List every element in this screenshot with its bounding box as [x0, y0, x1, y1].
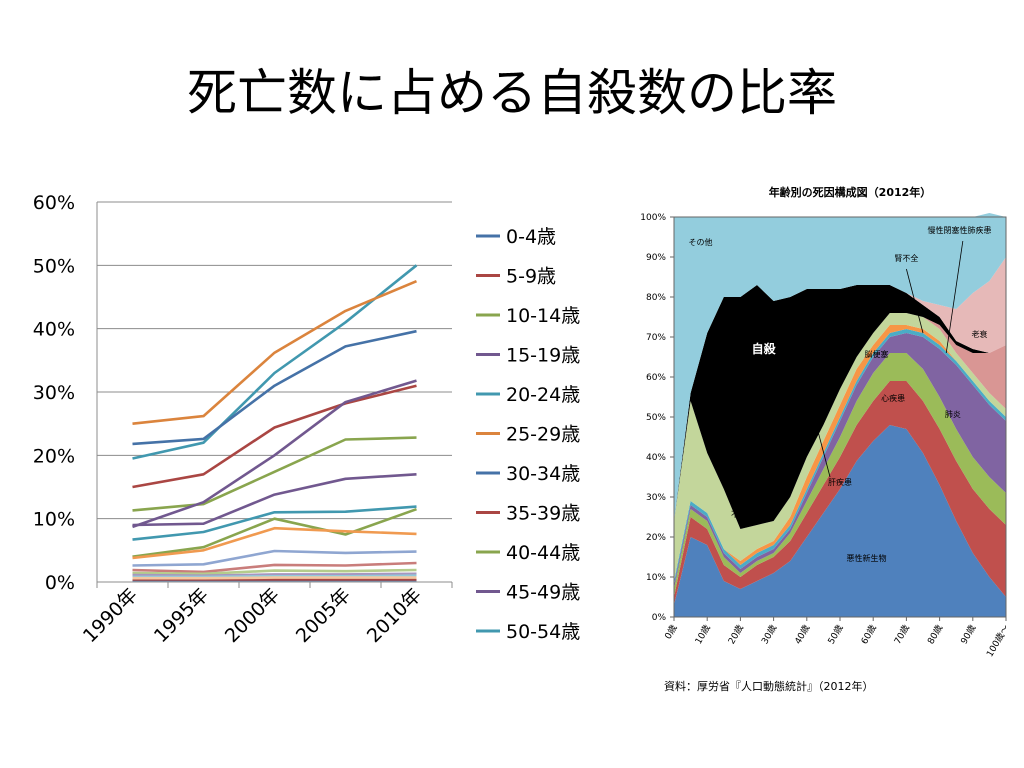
series-line	[132, 549, 417, 567]
y-tick-label: 80%	[646, 293, 666, 303]
area-layer	[674, 425, 1006, 617]
area-annotation: 慢性閉塞性肺疾患	[928, 225, 992, 235]
area-layer	[674, 285, 1006, 529]
series-line	[132, 280, 418, 425]
series-line	[132, 576, 417, 580]
x-tick-label: 80歳	[925, 623, 946, 647]
area-layer	[674, 381, 1006, 605]
annotation-pointer	[906, 268, 924, 334]
slide-title: 死亡数に占める自殺数の比率	[187, 64, 837, 122]
area-annotation: 不慮事故	[731, 509, 763, 519]
x-tick-label: 2005年	[292, 584, 355, 647]
legend-label: 10-14歳	[506, 305, 580, 327]
series-line	[132, 505, 417, 541]
annotation-pointer	[806, 388, 831, 478]
y-tick-label: 60%	[33, 192, 75, 214]
series-line	[132, 561, 417, 574]
area-annotation: 老衰	[971, 329, 987, 339]
x-tick-label: 1990年	[79, 584, 142, 647]
annotation-pointer	[945, 240, 964, 354]
series-line	[132, 574, 417, 579]
area-annotation: 肝疾患	[828, 477, 852, 487]
chart-source: 資料：厚労省『人口動態統計』（2012年）	[664, 680, 874, 693]
y-tick-label: 60%	[646, 373, 666, 383]
area-annotation: 脳梗塞	[865, 349, 889, 359]
y-tick-label: 20%	[646, 533, 666, 543]
series-line	[132, 329, 417, 446]
legend-label: 50-54歳	[506, 621, 580, 643]
area-annotation: 腎不全	[894, 253, 918, 263]
area-chart: 年齢別の死因構成図（2012年） 0% 10% 20% 30% 40% 50% 60% 70% 8…	[640, 185, 1012, 659]
y-tick-label: 20%	[33, 445, 75, 467]
series-line	[132, 568, 417, 576]
y-tick-label: 0%	[45, 572, 75, 594]
y-tick-label: 100%	[640, 213, 666, 223]
x-tick-label: 40歳	[792, 623, 813, 647]
legend-label: 20-24歳	[506, 384, 580, 406]
x-tick-label: 50歳	[825, 623, 846, 647]
x-tick-label: 2010年	[363, 584, 426, 647]
legend-label: 25-29歳	[506, 424, 580, 446]
area-annotation: 心疾患	[881, 393, 905, 403]
legend-label: 45-49歳	[506, 582, 580, 604]
y-tick-label: 30%	[646, 493, 666, 503]
y-tick-label: 10%	[33, 509, 75, 531]
x-tick-label: 20歳	[725, 623, 746, 647]
series-line	[132, 436, 417, 512]
x-tick-label: 100歳～	[984, 623, 1012, 659]
series-line	[132, 264, 418, 460]
series-line	[132, 379, 417, 529]
series-line	[132, 507, 417, 558]
series-line	[132, 526, 417, 560]
x-tick-label: 30歳	[759, 623, 780, 647]
x-tick-label: 60歳	[858, 623, 879, 647]
legend-label: 30-34歳	[506, 463, 580, 485]
y-tick-label: 0%	[652, 613, 667, 623]
y-tick-label: 40%	[33, 319, 75, 341]
y-tick-label: 70%	[646, 333, 666, 343]
x-tick-label: 1995年	[150, 584, 213, 647]
line-chart: 0% 10% 20% 30% 40% 50% 60% 1990年 1995年 2000年 2005年…	[33, 192, 580, 647]
series-line	[132, 473, 417, 527]
area-layer	[674, 213, 1006, 521]
y-tick-label: 50%	[33, 255, 75, 277]
area-annotation: 肺炎	[945, 410, 961, 419]
y-tick-label: 90%	[646, 253, 666, 263]
legend-label: 40-44歳	[506, 542, 580, 564]
legend-label: 35-39歳	[506, 503, 580, 525]
legend-label: 15-19歳	[506, 345, 580, 367]
chart-title: 年齢別の死因構成図（2012年）	[769, 185, 932, 199]
series-line	[132, 572, 417, 578]
legend-label: 5-9歳	[506, 266, 556, 288]
area-annotation: 自殺	[752, 341, 777, 356]
y-tick-label: 30%	[33, 382, 75, 404]
x-tick-label: 70歳	[891, 623, 912, 647]
y-tick-label: 50%	[646, 413, 666, 423]
series-line	[132, 384, 417, 489]
x-tick-label: 10歳	[692, 623, 713, 647]
x-tick-label: 90歳	[958, 623, 979, 647]
legend-label: 0-4歳	[506, 226, 556, 248]
y-tick-label: 40%	[646, 453, 666, 463]
area-annotation: その他	[689, 237, 713, 247]
x-tick-label: 0歳	[662, 623, 680, 642]
area-annotation: 悪性新生物	[847, 553, 887, 563]
y-tick-label: 10%	[646, 573, 666, 583]
x-tick-label: 2000年	[221, 584, 284, 647]
